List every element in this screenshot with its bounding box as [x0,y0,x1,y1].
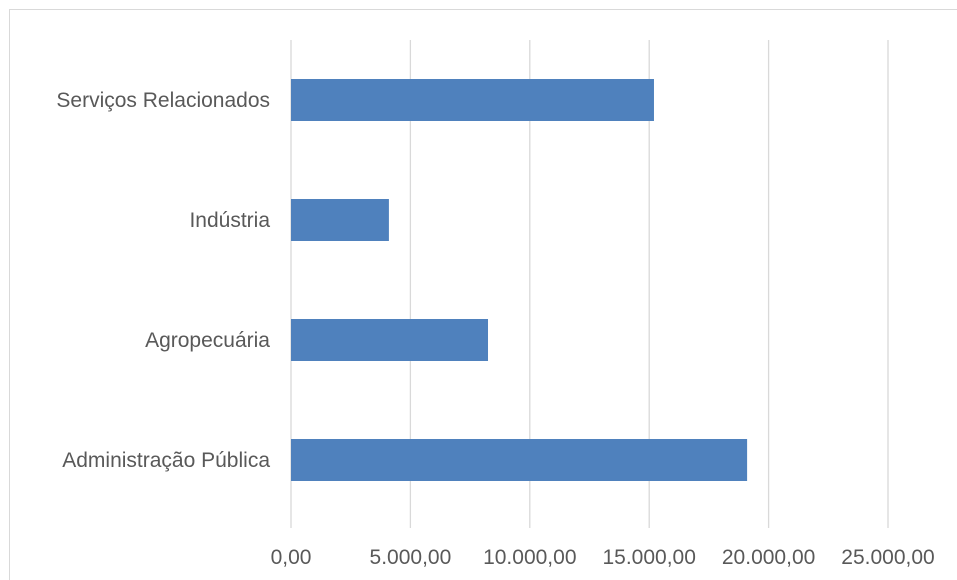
x-tick-label: 0,00 [271,546,312,569]
category-labels: Serviços Relacionados Indústria Agropecuár… [56,89,270,472]
x-tick-label: 5.000,00 [370,546,452,569]
x-tick-label: 20.000,00 [722,546,815,569]
chart-frame [9,9,957,580]
category-label: Indústria [189,209,270,232]
category-label: Serviços Relacionados [56,89,270,112]
x-tick-label: 10.000,00 [483,546,576,569]
category-label: Administração Pública [62,449,270,472]
x-axis-tick-labels: 0,00 5.000,00 10.000,00 15.000,00 20.000,00 2… [271,546,935,569]
bar-layer [291,79,748,481]
bar [291,439,748,481]
bar [291,79,654,121]
bar [291,199,389,241]
x-tick-label: 15.000,00 [602,546,695,569]
bar [291,319,489,361]
x-tick-label: 25.000,00 [841,546,934,569]
category-label: Agropecuária [145,329,270,352]
